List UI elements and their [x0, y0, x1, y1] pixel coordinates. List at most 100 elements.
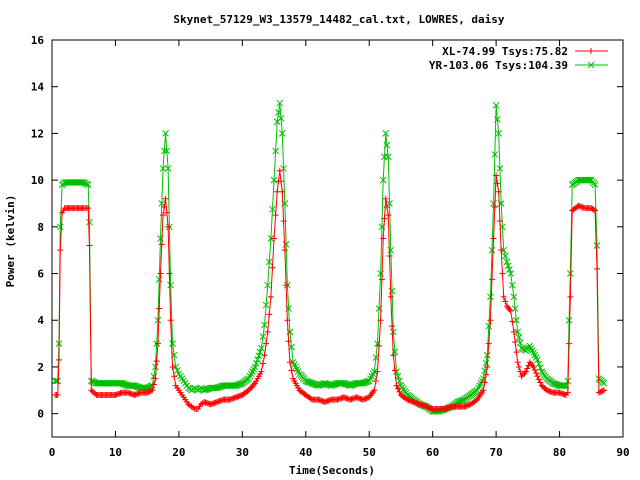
- data-point: [169, 340, 176, 347]
- data-point: [307, 395, 314, 402]
- data-point: [279, 188, 286, 195]
- y-tick-label: 16: [31, 34, 45, 47]
- data-point: [154, 340, 161, 347]
- data-point: [163, 209, 170, 216]
- data-point: [485, 340, 492, 347]
- data-point: [381, 215, 388, 222]
- data-point: [535, 360, 543, 368]
- data-point: [595, 389, 602, 396]
- data-point: [246, 385, 253, 392]
- data-point: [161, 203, 168, 210]
- data-point: [142, 384, 150, 392]
- data-point: [593, 265, 600, 272]
- data-point: [383, 141, 391, 149]
- data-point: [517, 368, 524, 375]
- data-point: [249, 383, 256, 390]
- data-point: [129, 382, 137, 389]
- data-point: [145, 389, 152, 396]
- data-point: [250, 381, 257, 388]
- data-point: [377, 317, 384, 324]
- data-point: [502, 298, 509, 305]
- data-point: [166, 270, 173, 277]
- data-point: [278, 130, 286, 137]
- data-point: [564, 389, 571, 396]
- data-point: [485, 322, 493, 330]
- data-point: [358, 379, 365, 387]
- data-point: [522, 368, 529, 375]
- data-point: [153, 358, 160, 365]
- data-point: [276, 167, 283, 174]
- data-point: [380, 235, 387, 242]
- data-point: [530, 363, 537, 370]
- axis-ticks: 0 10 20 30 40 50 60 70 80 90 0 2 4 6 8 10 12 14 16: [31, 34, 630, 459]
- data-point: [285, 338, 292, 345]
- data-point: [515, 363, 522, 370]
- data-point: [501, 252, 509, 260]
- data-point: [598, 388, 605, 395]
- data-point: [370, 368, 378, 375]
- y-tick-label: 0: [37, 408, 44, 421]
- data-point: [162, 130, 169, 137]
- data-point: [258, 344, 265, 352]
- data-point: [585, 176, 593, 184]
- x-tick-label: 10: [109, 446, 122, 459]
- data-point: [169, 363, 176, 370]
- data-point: [283, 282, 290, 289]
- data-point: [593, 242, 601, 249]
- data-point: [488, 276, 495, 283]
- plot-area: [51, 99, 608, 415]
- data-point: [231, 382, 239, 389]
- data-point: [155, 276, 163, 283]
- data-point: [514, 328, 522, 336]
- plot-frame: [51, 39, 624, 438]
- data-point: [117, 379, 124, 387]
- data-point: [288, 367, 295, 374]
- x-tick-label: 60: [426, 446, 439, 459]
- legend-label: XL-74.99 Tsys:75.82: [442, 45, 568, 58]
- data-point: [390, 352, 397, 359]
- data-point: [77, 179, 85, 186]
- data-point: [384, 153, 392, 161]
- data-point: [212, 384, 220, 392]
- data-point: [600, 379, 608, 387]
- data-point: [57, 247, 64, 254]
- data-point: [382, 195, 389, 202]
- data-point: [159, 165, 167, 172]
- data-point: [284, 317, 291, 324]
- data-point: [274, 188, 281, 195]
- data-point: [162, 195, 169, 202]
- y-tick-label: 14: [31, 81, 45, 94]
- x-tick-label: 80: [553, 446, 566, 459]
- data-point: [277, 114, 285, 122]
- data-point: [272, 212, 279, 219]
- y-tick-label: 8: [37, 221, 44, 234]
- data-point: [256, 348, 264, 356]
- data-point: [590, 206, 597, 213]
- data-point: [496, 165, 504, 172]
- data-point: [510, 293, 518, 301]
- data-point: [499, 270, 506, 277]
- data-point: [262, 301, 270, 309]
- data-point: [261, 352, 268, 359]
- data-point: [258, 368, 265, 375]
- y-tick-label: 6: [37, 268, 44, 281]
- data-point: [535, 376, 542, 383]
- series-line: [55, 102, 605, 412]
- data-point: [149, 387, 156, 394]
- data-point: [537, 379, 544, 386]
- data-point: [567, 293, 574, 300]
- data-point: [389, 323, 396, 330]
- x-tick-label: 20: [172, 446, 185, 459]
- data-point: [84, 181, 92, 189]
- y-tick-label: 12: [31, 127, 44, 140]
- data-point: [259, 360, 266, 367]
- data-point: [503, 258, 511, 266]
- x-tick-label: 30: [236, 446, 249, 459]
- x-axis-label: Time(Seconds): [289, 464, 375, 477]
- data-point: [510, 328, 517, 335]
- data-point: [267, 235, 275, 242]
- data-point: [269, 264, 276, 271]
- data-point: [534, 373, 541, 380]
- data-point: [286, 359, 293, 366]
